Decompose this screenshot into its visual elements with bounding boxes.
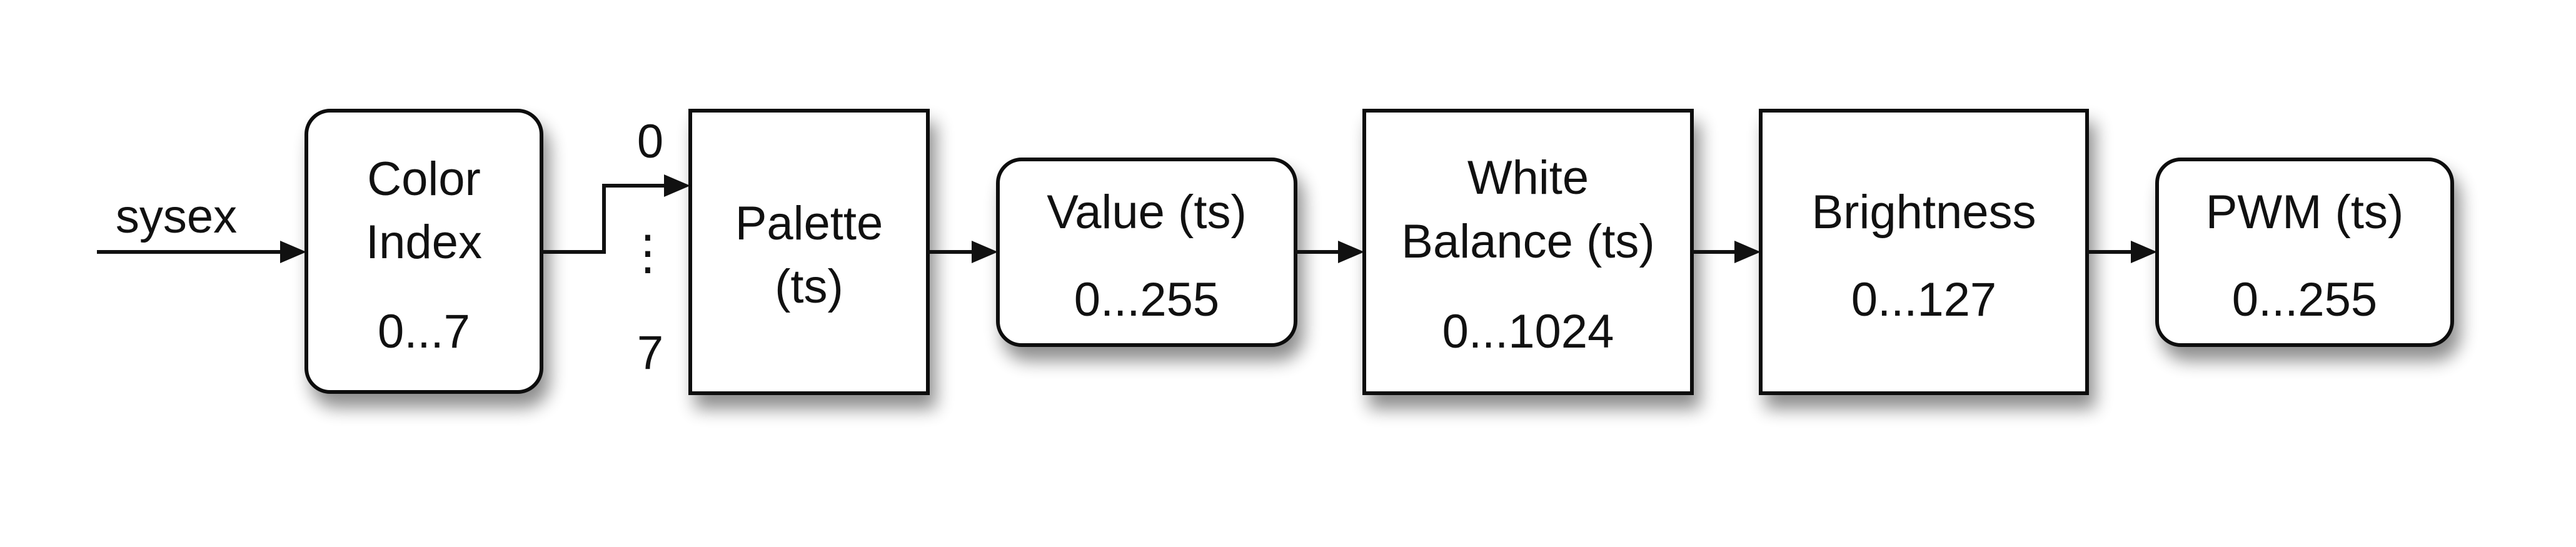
- pwm-range: 0...255: [2232, 273, 2377, 326]
- brightness-range: 0...127: [1851, 273, 1996, 326]
- color-index-range: 0...7: [378, 305, 470, 358]
- palette-index-top: 0: [637, 115, 663, 168]
- palette-input-arrowhead: [664, 174, 690, 197]
- white-balance-label-line1: White: [1467, 151, 1589, 204]
- palette-index-ellipsis: ⋮: [624, 226, 672, 279]
- color-index-to-palette-wire: [541, 184, 667, 254]
- color-index-label-line2: Index: [366, 216, 482, 269]
- input-arrowhead: [280, 241, 306, 263]
- value-block: Value (ts) 0...255: [996, 158, 1297, 347]
- pwm-arrowhead: [2131, 241, 2157, 263]
- white-balance-arrowhead: [1338, 241, 1364, 263]
- pwm-block: PWM (ts) 0...255: [2155, 158, 2454, 347]
- pwm-label: PWM (ts): [2206, 186, 2404, 239]
- palette-label-line2: (ts): [775, 260, 843, 313]
- color-index-block: Color Index 0...7: [304, 109, 543, 394]
- input-label: sysex: [116, 190, 237, 243]
- color-index-label-line1: Color: [367, 153, 481, 206]
- value-label: Value (ts): [1047, 186, 1247, 239]
- palette-index-bottom: 7: [637, 326, 663, 379]
- brightness-arrowhead: [1734, 241, 1761, 263]
- brightness-block: Brightness 0...127: [1759, 109, 2089, 395]
- palette-block: Palette (ts): [688, 109, 930, 395]
- white-balance-label-line2: Balance (ts): [1401, 215, 1655, 268]
- value-arrowhead: [972, 241, 998, 263]
- value-range: 0...255: [1074, 273, 1219, 326]
- white-balance-range: 0...1024: [1442, 305, 1614, 358]
- white-balance-block: White Balance (ts) 0...1024: [1362, 109, 1694, 395]
- brightness-label: Brightness: [1811, 186, 2036, 239]
- palette-label-line1: Palette: [735, 197, 883, 250]
